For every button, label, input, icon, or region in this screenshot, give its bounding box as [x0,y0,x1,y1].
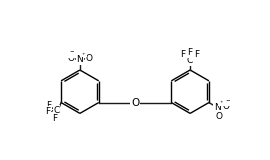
Text: $^-$: $^-$ [224,96,231,105]
Text: F: F [46,101,51,110]
Text: $^-$: $^-$ [68,48,75,57]
Text: F: F [188,48,193,57]
Text: O: O [131,98,139,108]
Text: F: F [46,107,51,116]
Text: F: F [181,50,186,59]
Text: F: F [52,114,58,123]
Text: F: F [195,50,200,59]
Text: O: O [86,54,93,63]
Text: C: C [187,56,193,65]
Text: N: N [76,56,83,64]
Text: N: N [214,103,221,112]
Text: $^+$: $^+$ [80,52,87,57]
Text: O: O [216,112,223,121]
Text: C: C [53,106,60,115]
Text: $^+$: $^+$ [219,100,225,105]
Text: O: O [223,102,230,111]
Text: O: O [67,54,74,63]
